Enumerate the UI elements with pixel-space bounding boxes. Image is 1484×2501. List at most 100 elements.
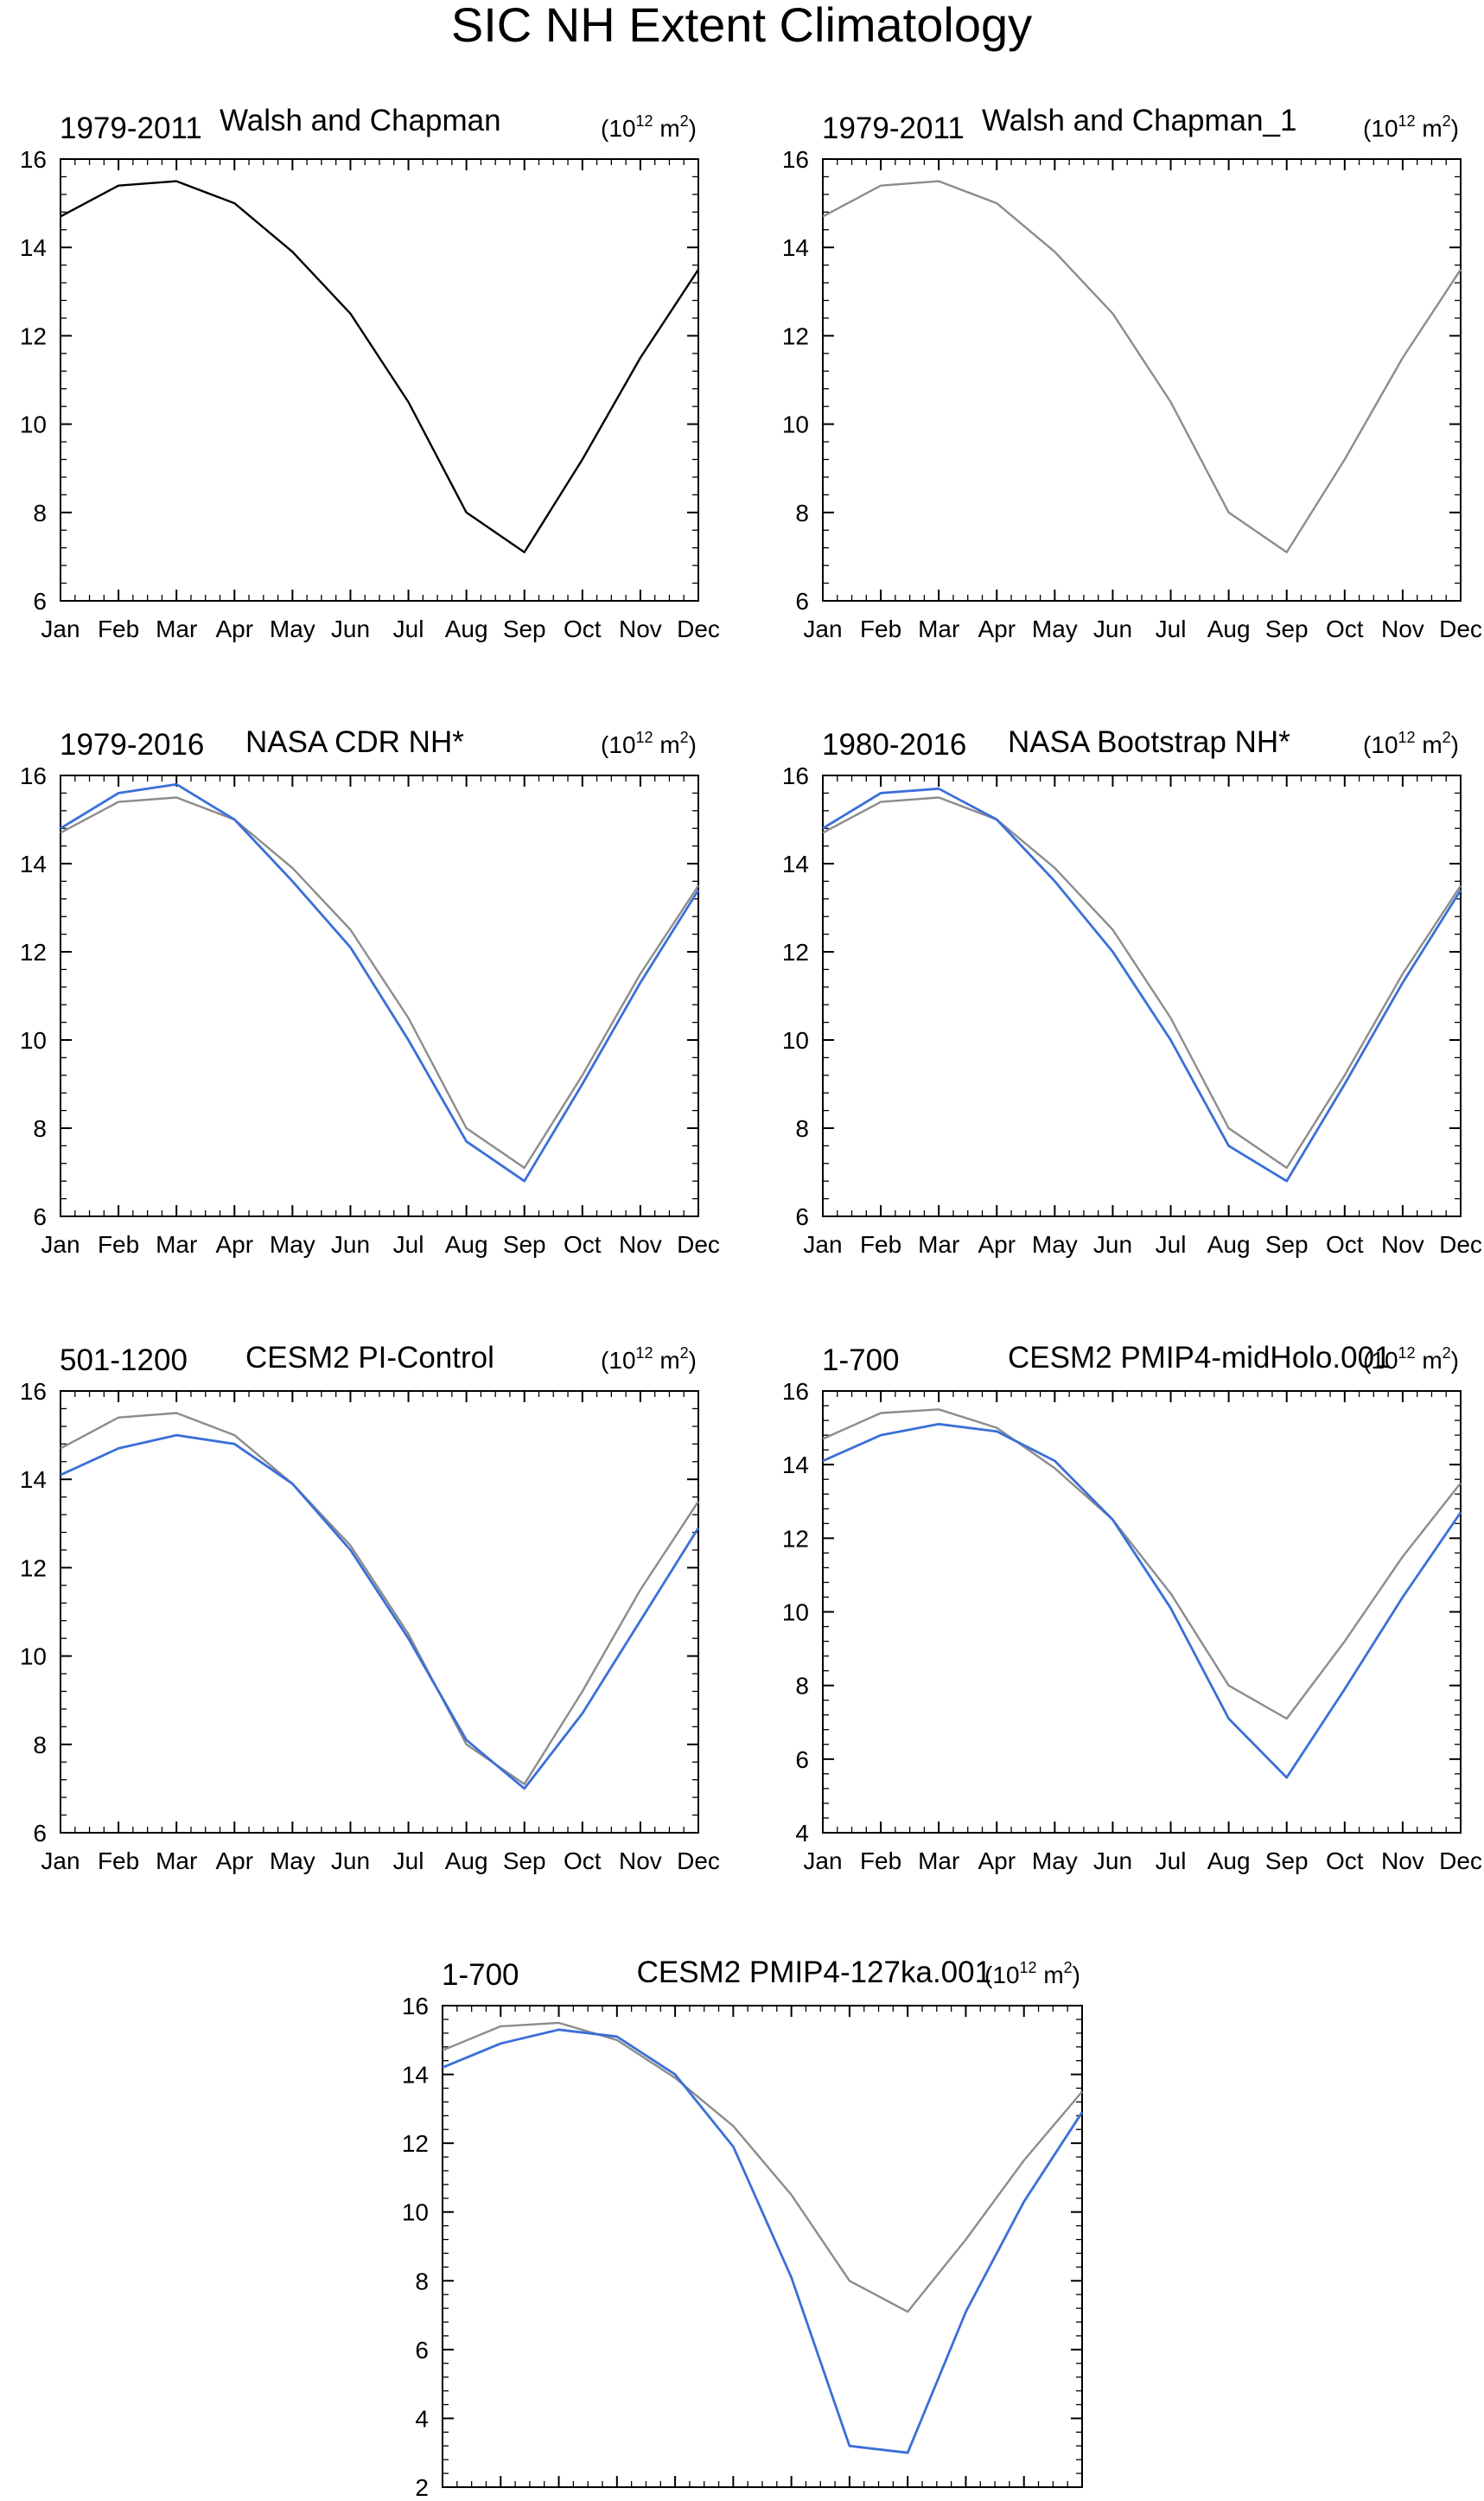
x-tick-label: Dec [1439,616,1482,642]
y-tick-label: 4 [795,1820,809,1847]
plot-frame [60,158,699,602]
panel-title: CESM2 PI-Control [245,1341,494,1375]
x-tick-label: Mar [156,1231,197,1258]
y-tick-label: 12 [782,1525,809,1552]
figure-title: SIC NH Extent Climatology [451,0,1032,52]
y-tick-label: 2 [415,2474,429,2501]
unit-base: (10 [984,1962,1019,1988]
x-tick-label: Nov [619,616,662,642]
unit-exponent: 12 [1398,112,1416,130]
x-tick-label: Aug [1207,1847,1251,1874]
panel-period-label: 1979-2016 [60,728,204,762]
x-tick-label: Oct [1326,616,1364,642]
unit-exponent: 12 [1398,1344,1416,1362]
y-tick-label: 14 [782,234,809,261]
y-tick-label: 16 [782,146,809,173]
y-tick-label: 6 [795,1203,809,1230]
unit-exponent-2: 2 [1443,112,1451,130]
x-tick-label: Nov [1381,1231,1424,1258]
y-tick-label: 16 [20,1378,47,1405]
y-tick-label: 14 [782,851,809,877]
panel-title: CESM2 PMIP4-midHolo.001 [1008,1341,1392,1375]
unit-close: ) [1451,731,1459,758]
x-tick-label: Apr [215,1847,253,1874]
unit-label: (1012 m2) [1363,1344,1459,1374]
x-tick-label: Apr [215,616,253,642]
panel-title: Walsh and Chapman [220,104,501,137]
chart-panel-7: JanFebMarAprMayJunJulAugSepOctNovDec2468… [402,1956,1084,2501]
y-tick-label: 10 [20,412,47,438]
y-tick-label: 6 [795,1746,809,1773]
x-tick-label: Sep [503,1847,546,1874]
x-tick-label: May [1032,616,1078,642]
unit-label: (1012 m2) [601,112,697,142]
x-tick-label: Aug [445,1847,488,1874]
x-tick-label: May [1032,1847,1078,1874]
unit-meter: m [1416,731,1443,758]
x-tick-label: Dec [677,1231,720,1258]
y-tick-label: 12 [20,939,47,966]
x-tick-label: Mar [918,1231,959,1258]
x-tick-label: Sep [1265,1847,1309,1874]
x-tick-label: Jul [393,616,424,642]
y-tick-label: 6 [33,1203,47,1230]
x-tick-label: Oct [1326,1231,1364,1258]
x-tick-label: Jun [331,616,370,642]
x-tick-label: Sep [1265,1231,1309,1258]
unit-exponent-2: 2 [1064,1959,1073,1976]
x-tick-label: Feb [860,616,901,642]
x-tick-label: Jan [41,1847,80,1874]
y-tick-label: 16 [20,146,47,173]
series-line-nasa-bootstrap-nh [822,787,1462,1183]
plot-frame [822,158,1462,602]
unit-base: (10 [1363,1347,1398,1374]
unit-label: (1012 m2) [1363,112,1459,142]
y-tick-label: 8 [33,1732,47,1758]
y-tick-label: 8 [33,500,47,526]
panel-period-label: 1980-2016 [822,728,966,762]
x-tick-label: Sep [1265,616,1309,642]
x-tick-label: Dec [1439,1231,1482,1258]
y-tick-label: 12 [20,322,47,349]
x-tick-label: Jun [1093,1847,1132,1874]
panels-container: Jan Feb Mar Apr May Jun Jul Aug Sep Oct Nov Dec 6 8 10… [20,104,1482,2501]
y-tick-label: 6 [415,2337,429,2364]
series-line-walsh-and-chapman [822,1408,1462,1720]
x-tick-label: Apr [978,1847,1016,1874]
x-tick-label: Aug [445,1231,488,1258]
unit-close: ) [689,115,697,142]
y-tick-label: 10 [20,1643,47,1670]
x-tick-label: Jan [41,616,80,642]
x-tick-label: Apr [215,1231,253,1258]
y-tick-label: 16 [782,762,809,789]
chart-panel-6: Jan Feb Mar Apr May Jun Jul Aug Sep Oct Nov Dec 4 6 8 1… [782,1341,1482,1874]
unit-exponent: 12 [1020,1959,1037,1976]
x-tick-label: Jun [1093,1231,1132,1258]
y-tick-label: 12 [782,939,809,966]
y-tick-label: 12 [402,2130,429,2157]
y-tick-label: 6 [33,588,47,615]
y-tick-label: 10 [782,412,809,438]
panel-period-label: 501-1200 [60,1343,188,1377]
series-line-cesm2-pmip4-midholo-001 [822,1422,1462,1779]
y-tick-label: 14 [20,851,47,877]
chart-panel-2: Jan Feb Mar Apr May Jun Jul Aug Sep Oct Nov Dec 6 8 10… [782,104,1482,642]
x-tick-label: Mar [918,616,959,642]
unit-label: (1012 m2) [601,1344,697,1374]
unit-close: ) [1451,115,1459,142]
panel-period-label: 1979-2011 [822,112,965,145]
y-tick-label: 16 [782,1378,809,1405]
panel-period-label: 1-700 [442,1958,519,1992]
unit-exponent: 12 [1398,729,1416,746]
unit-meter: m [1037,1962,1064,1988]
y-tick-label: 10 [20,1027,47,1054]
x-tick-label: Oct [1326,1847,1364,1874]
unit-exponent: 12 [636,112,653,130]
unit-label: (1012 m2) [1363,729,1459,758]
x-tick-label: Sep [503,1231,546,1258]
y-tick-label: 16 [402,1993,429,2019]
y-tick-label: 8 [33,1115,47,1142]
unit-exponent-2: 2 [680,729,689,746]
series-line-walsh-and-chapman [60,796,700,1170]
unit-close: ) [689,731,697,758]
